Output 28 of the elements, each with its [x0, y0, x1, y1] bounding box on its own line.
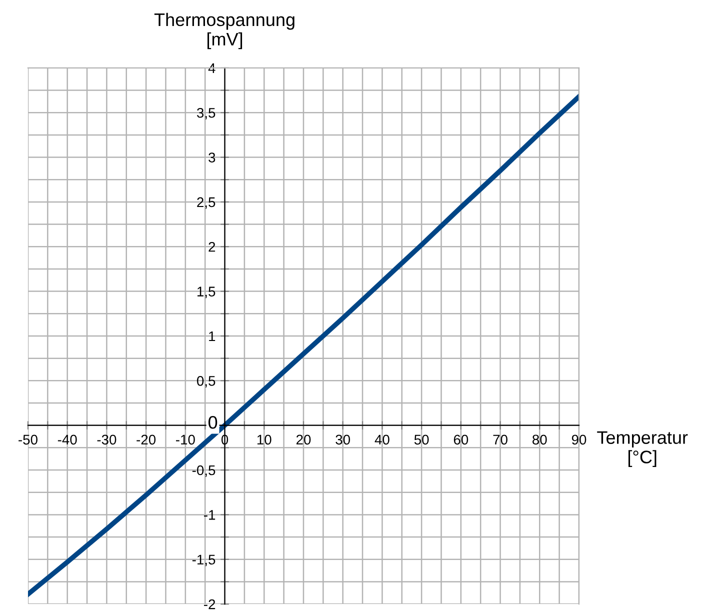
x-axis-title: Temperatur [°C]	[597, 431, 688, 467]
y-tick-label: -1,5	[192, 554, 216, 566]
x-tick-label: -50	[18, 434, 38, 445]
x-tick-label: 40	[374, 434, 390, 445]
y-tick-label: 0,5	[196, 376, 216, 388]
x-tick-label: -10	[176, 434, 195, 445]
y-tick-label: -2	[204, 599, 216, 610]
y-tick-label: 2	[208, 242, 216, 252]
x-tick-label: 90	[572, 434, 586, 445]
x-tick-label: 30	[336, 434, 350, 445]
y-tick-label: 1,5	[197, 286, 216, 298]
y-tick-label: -0,5	[192, 465, 216, 477]
y-tick-label: 3	[208, 152, 216, 162]
y-axis-title: Thermospannung [mV]	[154, 12, 294, 50]
y-tick-label: 0	[208, 416, 218, 429]
x-tick-label: 60	[454, 434, 468, 445]
y-tick-label: 1	[209, 331, 216, 342]
x-tick-label: -40	[58, 434, 77, 445]
x-tick-label: -30	[97, 434, 116, 445]
x-tick-label: -20	[136, 434, 156, 445]
y-tick-label: 3,5	[196, 108, 216, 120]
x-tick-label: 20	[296, 434, 311, 445]
x-tick-label: 80	[532, 434, 547, 445]
x-tick-label: 10	[257, 434, 272, 445]
x-tick-label: 70	[493, 434, 508, 445]
y-tick-label: -1	[204, 510, 216, 520]
y-tick-label: 2,5	[197, 197, 216, 209]
x-tick-label: 50	[414, 434, 429, 445]
